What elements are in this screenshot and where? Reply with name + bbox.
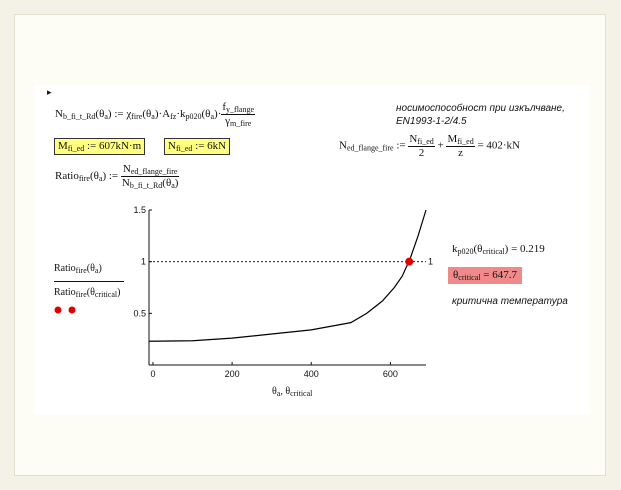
x-axis-label: θa, θcritical [272,386,313,398]
n-fi-ed-input[interactable]: Nfi_ed := 6kN [164,138,231,155]
critical-point-marker [405,257,414,266]
worksheet-region: ▸ Nb_fi_t_Rd(θa) := χfire(θa)·Afz·kp020(… [34,85,590,415]
x-tick-label-2: 400 [304,369,319,379]
legend-dot-1 [54,306,62,314]
region-marker[interactable]: ▸ [47,87,52,97]
y-tick-label-1: 1 [141,257,146,267]
y-tick-label-2: 1.5 [133,205,146,215]
note-line-1: носимоспособност при изкълчване, [396,103,565,114]
x-tick-label-0: 0 [150,369,155,379]
kp-critical-result[interactable]: kp020(θcritical) = 0.219 [452,243,545,256]
theta-critical-result[interactable]: θcritical = 647.7 [448,267,522,284]
legend-dot-2 [68,306,76,314]
x-tick-label-1: 200 [225,369,240,379]
legend-marker-swatch [54,306,76,314]
legend-series-2: Ratiofire(θcritical) [54,287,121,299]
ratio-plot[interactable]: 0 200 400 600 0.5 1 1.5 1 [34,85,590,415]
x-tick-label-3: 600 [383,369,398,379]
ratio-curve [148,209,427,342]
ratio-equation[interactable]: Ratiofire(θa) := Ned_flange_fire Nb_fi_t_… [55,163,180,190]
m-fi-ed-input[interactable]: Mfi_ed := 607kN·m [54,138,146,155]
flange-force-equation[interactable]: Ned_flange_fire := Nfi_ed 2 + Mfi_ed z = 4… [339,133,520,159]
y-tick-label-0: 0.5 [133,308,146,318]
critical-temperature-note: критична температура [452,296,568,307]
note-line-2: EN1993-1-2/4.5 [396,116,467,127]
legend-series-1: Ratiofire(θa) [54,263,102,275]
legend-line-swatch [54,281,124,282]
buckling-resistance-equation[interactable]: Nb_fi_t_Rd(θa) := χfire(θa)·Afz·kp020(θa… [55,101,256,128]
right-marker-label: 1 [428,257,433,267]
